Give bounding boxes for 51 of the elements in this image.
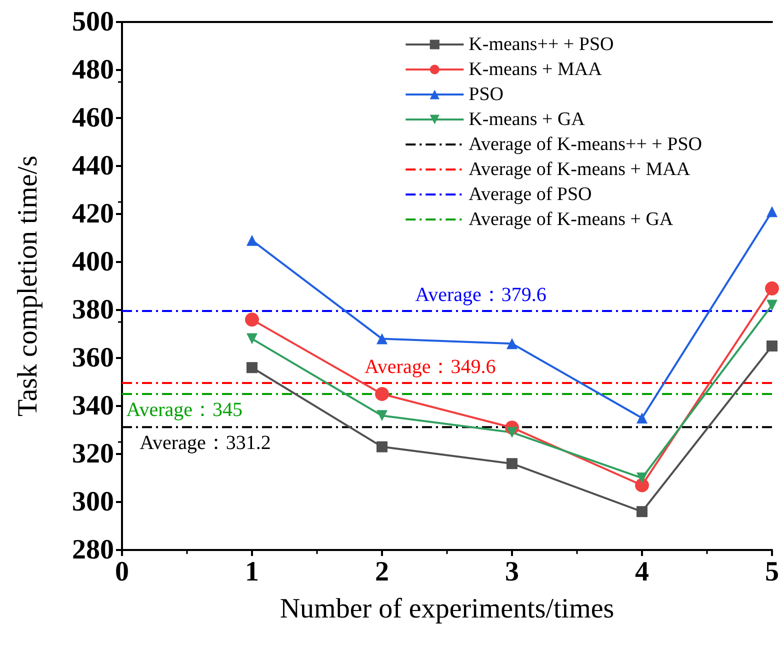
y-tick-label: 340 (72, 390, 114, 422)
point (246, 333, 258, 344)
point (506, 426, 518, 438)
y-tick-label: 380 (72, 294, 114, 326)
x-tick-label: 3 (505, 556, 519, 588)
point (376, 410, 388, 422)
point (376, 333, 388, 344)
legend-label: PSO (468, 84, 504, 105)
y-tick-label: 420 (72, 198, 114, 230)
legend-label: Average of K-means++ + PSO (468, 134, 702, 155)
y-tick-label: 300 (72, 486, 114, 518)
legend-label: K-means + GA (468, 109, 586, 130)
x-axis-title: Number of experiments/times (280, 594, 614, 624)
point (375, 387, 389, 401)
y-tick-label: 320 (72, 438, 114, 470)
point (766, 300, 778, 311)
annotation: Average：331.2 (140, 432, 271, 454)
annotation: Average：345 (126, 399, 243, 421)
point (636, 412, 648, 424)
legend-label: K-means + MAA (468, 59, 602, 80)
legend-label: Average of PSO (468, 184, 592, 205)
x-tick-label: 2 (375, 556, 389, 588)
point (765, 281, 779, 296)
annotation: Average：349.6 (364, 356, 496, 378)
y-tick-label: 280 (72, 534, 114, 566)
point (636, 506, 648, 518)
legend-label: K-means++ + PSO (468, 34, 614, 55)
point (245, 312, 259, 327)
point (376, 441, 388, 452)
point (246, 234, 258, 246)
x-tick-label: 5 (765, 556, 779, 588)
point (635, 478, 649, 492)
point (636, 472, 648, 484)
y-tick-label: 460 (72, 102, 114, 134)
annotation: Average：379.6 (415, 284, 546, 306)
y-tick-label: 400 (72, 246, 114, 278)
point (506, 458, 518, 470)
y-axis-title: Task completion time/s (12, 156, 44, 416)
y-tick-label: 480 (72, 54, 114, 86)
y-tick-label: 360 (72, 342, 114, 374)
x-tick-label: 0 (115, 556, 129, 588)
x-tick-label: 4 (635, 556, 649, 588)
legend-label: Average of K-means + MAA (468, 159, 690, 180)
y-tick-label: 500 (72, 6, 114, 38)
y-tick-label: 440 (72, 150, 114, 182)
legend-label: Average of K-means + GA (468, 209, 674, 230)
point (506, 338, 518, 350)
point (766, 340, 778, 352)
point (246, 362, 258, 374)
point (766, 206, 778, 218)
x-tick-label: 1 (245, 556, 259, 588)
